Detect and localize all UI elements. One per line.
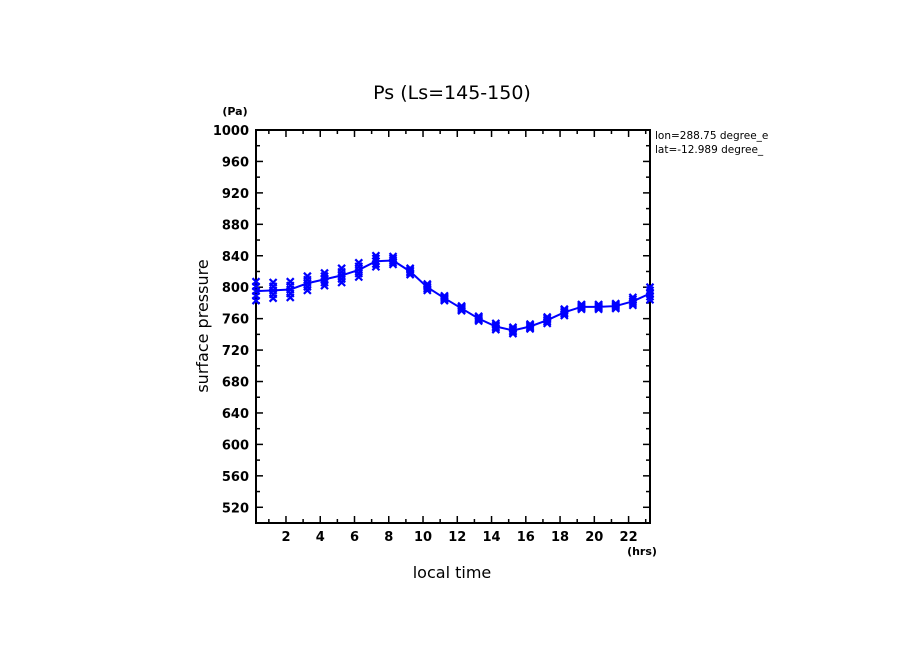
x-marker [320,268,329,278]
data-point [423,279,432,295]
x-marker [268,278,278,287]
x-marker [491,319,501,328]
data-point [457,301,466,316]
data-point [354,258,364,282]
x-tick-label: 14 [482,530,500,545]
data-point [337,264,346,287]
x-marker [508,324,518,334]
data-point [525,319,535,334]
y-tick-label: 560 [222,470,249,485]
data-point [645,282,655,305]
x-tick-label: 8 [384,530,393,545]
x-marker [405,264,415,273]
y-tick-label: 880 [222,218,249,233]
data-point [560,304,569,320]
x-tick-label: 2 [281,530,290,545]
x-marker [577,300,586,309]
x-marker [560,304,569,314]
data-point [320,268,329,290]
data-point [594,300,603,314]
x-marker [628,293,638,302]
x-marker [440,291,449,301]
x-tick-label: 16 [517,530,535,545]
x-marker [423,279,432,289]
x-marker [423,281,432,290]
data-point [474,312,483,326]
data-point [405,264,415,279]
data-point [371,251,381,272]
data-point [303,271,312,295]
x-tick-label: 12 [448,530,466,545]
x-unit-label: (hrs) [627,545,657,558]
y-tick-label: 600 [222,438,249,453]
y-tick-label: 720 [222,344,249,359]
y-tick-label: 960 [222,155,249,170]
x-marker [354,258,364,268]
x-marker [542,312,552,322]
data-point [542,312,552,328]
data-marks [251,251,655,338]
x-marker [337,264,346,273]
y-tick-label: 1000 [213,124,249,139]
data-point [611,299,621,313]
x-marker [285,277,295,286]
x-marker [594,300,603,309]
x-marker [560,306,569,316]
x-marker [388,252,398,261]
annotation-lon: lon=288.75 degree_e [655,130,768,142]
y-axis-label: surface pressure [193,259,212,392]
y-tick-label: 840 [222,250,249,265]
data-point [508,323,518,338]
data-point [491,319,501,334]
x-marker [611,299,621,308]
x-marker [491,320,501,330]
y-unit-label: (Pa) [222,105,247,118]
x-marker [457,301,466,311]
chart-title: Ps (Ls=145-150) [373,82,531,104]
y-tick-label: 640 [222,407,249,422]
x-tick-label: 10 [414,530,432,545]
x-tick-label: 4 [316,530,325,545]
y-tick-label: 680 [222,376,249,391]
x-marker [525,319,535,329]
data-point [285,277,295,302]
axes: 520 560 600 640 680 720 760 800 840 880 920 960 1000… [213,124,651,545]
x-tick-label: 18 [551,530,569,545]
x-marker [388,254,398,263]
x-marker [303,271,312,281]
x-tick-label: 22 [620,530,638,545]
y-tick-label: 760 [222,313,249,328]
plot-frame [255,129,651,524]
annotation-lat: lat=-12.989 degree_ [655,144,764,156]
data-point [440,291,449,305]
data-point [577,300,586,314]
series-line [255,259,651,332]
x-marker [508,323,518,332]
x-marker [371,251,381,261]
x-marker [628,295,638,304]
x-marker [542,314,552,323]
x-marker [251,277,261,286]
x-marker [405,265,415,275]
x-marker [645,282,655,292]
x-marker [474,312,483,321]
x-tick-label: 6 [350,530,359,545]
x-tick-label: 20 [585,530,603,545]
y-tick-label: 800 [222,281,249,296]
y-tick-label: 520 [222,501,249,516]
x-axis-label: local time [413,563,492,582]
data-point [628,293,638,310]
y-tick-label: 920 [222,187,249,202]
data-point [388,252,398,269]
x-marker [371,254,381,263]
data-point [268,278,278,303]
data-point [251,277,261,305]
